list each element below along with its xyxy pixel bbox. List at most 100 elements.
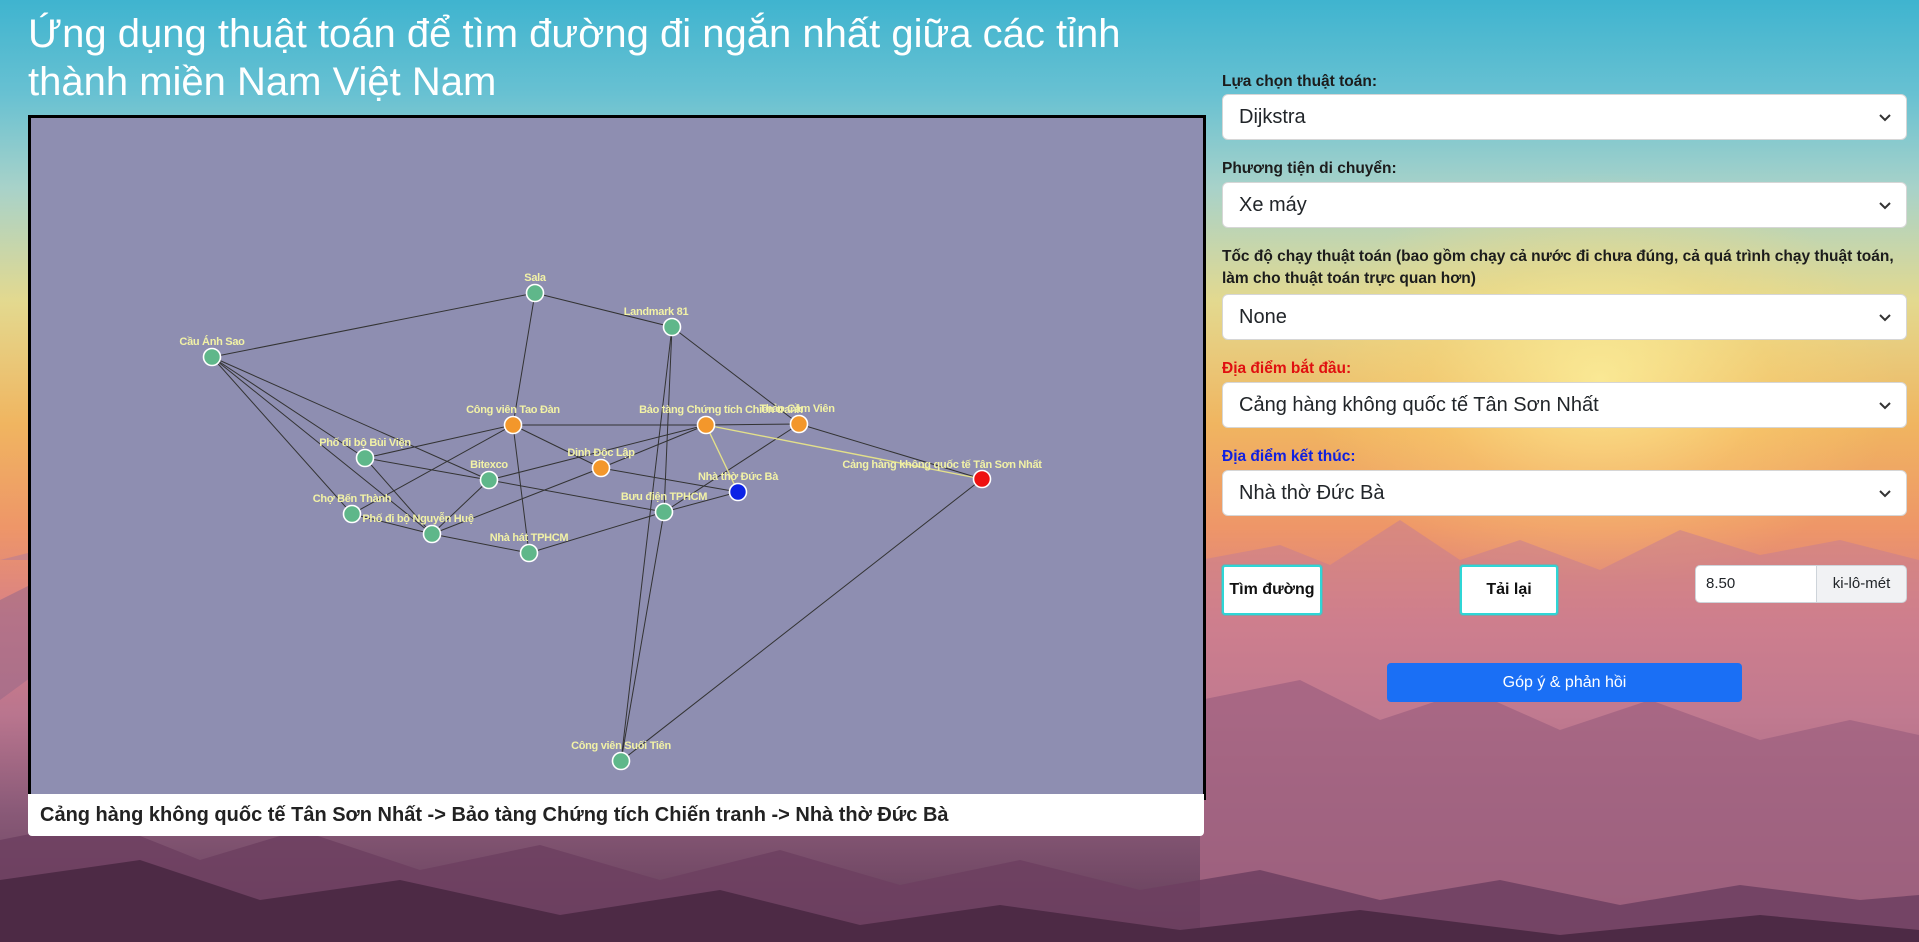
graph-node-buivien[interactable]: Phố đi bộ Bùi Viện <box>319 437 412 468</box>
graph-node-circle[interactable] <box>422 524 442 544</box>
graph-edge <box>600 467 739 493</box>
chevron-down-icon <box>1879 114 1891 122</box>
graph-node-label: Nhà thờ Đức Bà <box>698 471 779 483</box>
graph-node-sala[interactable]: Sala <box>524 272 547 303</box>
graph-edge <box>488 424 707 481</box>
reload-button[interactable]: Tải lại <box>1460 565 1558 615</box>
result-path: Cảng hàng không quốc tế Tân Sơn Nhất -> … <box>28 794 1204 836</box>
graph-node-suoitien[interactable]: Công viên Suối Tiên <box>571 740 672 771</box>
end-location-label: Địa điểm kết thúc: <box>1222 448 1356 465</box>
graph-node-circle[interactable] <box>789 414 809 434</box>
graph-edge <box>211 356 353 515</box>
graph-node-circle[interactable] <box>972 469 992 489</box>
graph-node-label: Dinh Độc Lập <box>567 447 635 459</box>
graph-node-circle[interactable] <box>728 482 748 502</box>
graph-canvas[interactable]: Sala Landmark 81 Cầu Ánh Sao Công viên Tao … <box>28 115 1206 800</box>
graph-node-buudien[interactable]: Bưu điện TPHCM <box>621 491 708 522</box>
graph-path-edge <box>705 424 739 493</box>
graph-node-dinhdoclap[interactable]: Dinh Độc Lập <box>567 447 636 478</box>
vehicle-select[interactable]: Xe máy <box>1222 182 1907 228</box>
graph-node-taodan[interactable]: Công viên Tao Đàn <box>466 404 561 435</box>
page-title: Ứng dụng thuật toán để tìm đường đi ngắn… <box>28 12 1121 104</box>
graph-path-edge <box>705 424 983 480</box>
graph-node-label: Landmark 81 <box>624 306 689 318</box>
graph-edge <box>364 457 433 535</box>
end-location-select[interactable]: Nhà thờ Đức Bà <box>1222 470 1907 516</box>
distance-value[interactable]: 8.50 <box>1695 565 1817 603</box>
graph-node-chobenthanh[interactable]: Chợ Bến Thành <box>313 493 392 524</box>
graph-edge <box>512 424 530 554</box>
vehicle-select-value: Xe máy <box>1239 194 1307 216</box>
graph-node-tansonnhat[interactable]: Cảng hàng không quốc tế Tân Sơn Nhất <box>842 459 1043 489</box>
graph-node-circle[interactable] <box>525 283 545 303</box>
graph-edge <box>211 292 536 358</box>
graph-node-label: Sala <box>524 272 547 284</box>
graph-node-circle[interactable] <box>611 751 631 771</box>
graph-node-landmark[interactable]: Landmark 81 <box>624 306 689 337</box>
graph-edge <box>534 292 673 328</box>
graph-edge <box>620 511 665 762</box>
graph-node-circle[interactable] <box>662 317 682 337</box>
graph-node-nhahat[interactable]: Nhà hát TPHCM <box>490 532 569 563</box>
graph-node-nguyenhue[interactable]: Phố đi bộ Nguyễn Huệ <box>362 512 474 544</box>
graph-node-bitexco[interactable]: Bitexco <box>470 459 509 490</box>
start-location-value: Cảng hàng không quốc tế Tân Sơn Nhất <box>1239 394 1599 416</box>
algorithm-label: Lựa chọn thuật toán: <box>1222 73 1378 90</box>
graph-edge <box>364 457 490 481</box>
graph-node-circle[interactable] <box>355 448 375 468</box>
graph-node-label: Bảo tàng Chứng tích Chiến tranh <box>639 404 803 416</box>
graph-node-label: Phố đi bộ Nguyễn Huệ <box>362 512 474 525</box>
speed-select[interactable]: None <box>1222 294 1907 340</box>
graph-edge <box>798 423 983 480</box>
graph-edge <box>663 491 739 513</box>
graph-node-label: Chợ Bến Thành <box>313 493 392 505</box>
graph-edge <box>512 424 602 469</box>
graph-node-thaocamvien[interactable]: Thảo Cầm Viên <box>759 403 836 434</box>
graph-svg: Sala Landmark 81 Cầu Ánh Sao Công viên Tao … <box>179 272 1043 771</box>
graph-node-circle[interactable] <box>342 504 362 524</box>
graph-node-circle[interactable] <box>696 415 716 435</box>
graph-node-baotang[interactable]: Bảo tàng Chứng tích Chiến tranh <box>639 404 804 435</box>
graph-node-label: Nhà hát TPHCM <box>490 532 569 544</box>
graph-edge <box>211 356 366 459</box>
start-location-label: Địa điểm bắt đầu: <box>1222 360 1352 377</box>
graph-edge <box>671 326 800 425</box>
graph-node-circle[interactable] <box>654 502 674 522</box>
chevron-down-icon <box>1879 202 1891 210</box>
graph-node-circle[interactable] <box>519 543 539 563</box>
algorithm-select[interactable]: Dijkstra <box>1222 94 1907 140</box>
chevron-down-icon <box>1879 490 1891 498</box>
graph-edge <box>620 326 673 762</box>
graph-node-caunhsao[interactable]: Cầu Ánh Sao <box>179 335 245 367</box>
chevron-down-icon <box>1879 402 1891 410</box>
find-path-button[interactable]: Tìm đường <box>1222 565 1322 615</box>
vehicle-label: Phương tiện di chuyển: <box>1222 160 1397 177</box>
graph-node-label: Bitexco <box>470 459 508 471</box>
graph-node-circle[interactable] <box>479 470 499 490</box>
chevron-down-icon <box>1879 314 1891 322</box>
algorithm-select-value: Dijkstra <box>1239 106 1306 128</box>
graph-node-label: Cảng hàng không quốc tế Tân Sơn Nhất <box>842 459 1042 471</box>
graph-edge <box>431 533 530 554</box>
graph-edge <box>364 424 514 459</box>
feedback-button[interactable]: Góp ý & phản hồi <box>1387 663 1742 702</box>
start-location-select[interactable]: Cảng hàng không quốc tế Tân Sơn Nhất <box>1222 382 1907 428</box>
graph-edge <box>620 478 983 762</box>
distance-unit: ki-lô-mét <box>1816 565 1907 603</box>
graph-edge <box>351 513 433 535</box>
graph-edge <box>512 292 536 426</box>
graph-edge <box>431 479 490 535</box>
graph-node-circle[interactable] <box>503 415 523 435</box>
graph-edge <box>528 511 665 554</box>
graph-node-circle[interactable] <box>591 458 611 478</box>
graph-edge <box>705 423 800 426</box>
graph-edge <box>600 424 707 469</box>
graph-node-label: Công viên Suối Tiên <box>571 740 671 752</box>
graph-edge <box>488 479 665 513</box>
graph-node-nhathoducba[interactable]: Nhà thờ Đức Bà <box>698 471 779 502</box>
graph-node-label: Phố đi bộ Bùi Viện <box>319 437 411 449</box>
graph-edge <box>663 326 673 513</box>
graph-node-circle[interactable] <box>202 347 222 367</box>
speed-select-value: None <box>1239 306 1287 328</box>
speed-label: Tốc độ chạy thuật toán (bao gồm chạy cả … <box>1222 248 1894 287</box>
